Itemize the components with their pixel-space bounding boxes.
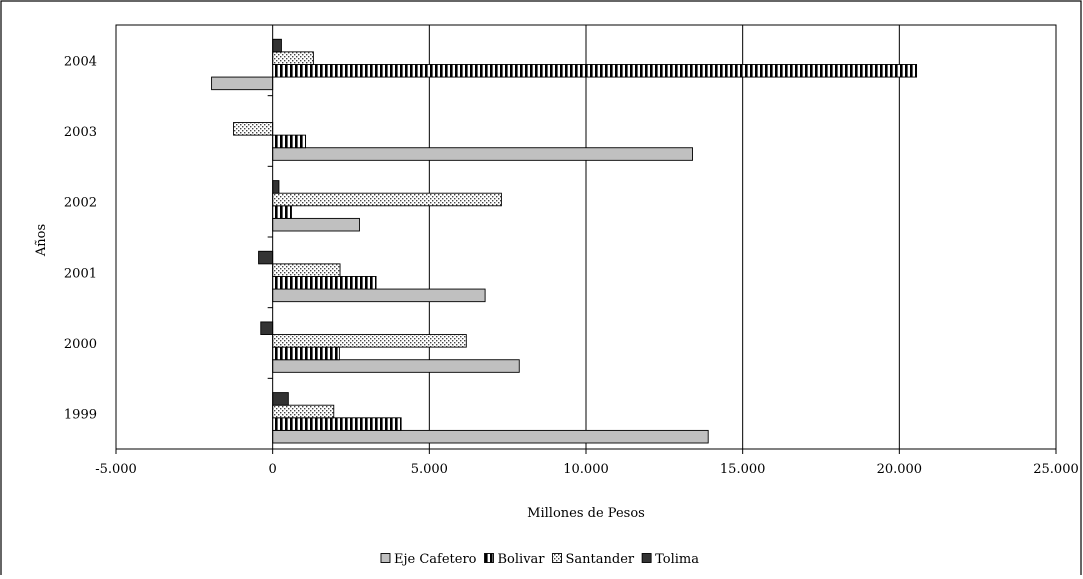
- y-tick-label: 2002: [64, 196, 97, 211]
- bar-santander-1999: [272, 404, 335, 419]
- x-tick-label: 20.000: [877, 462, 923, 477]
- bar-tolima-2001: [258, 250, 274, 265]
- x-tick-label: 25.000: [1033, 462, 1079, 477]
- bar-eje-cafetero-2004: [211, 76, 274, 91]
- x-tick-label: 15.000: [720, 462, 766, 477]
- bar-tolima-2000: [260, 321, 274, 335]
- legend: Eje Cafetero Bolivar Santander Tolima: [380, 552, 699, 567]
- bar-eje-cafetero-2001: [272, 288, 486, 303]
- x-tick-label: -5.000: [95, 462, 137, 477]
- y-tick-label: 2001: [64, 266, 97, 281]
- y-tick-label: 2003: [64, 125, 97, 140]
- legend-label: Bolivar: [498, 552, 546, 567]
- bar-santander-2000: [272, 334, 467, 348]
- x-tick-label: 0: [269, 462, 277, 477]
- bar-bolivar-2000: [272, 346, 340, 361]
- x-tick-label: 10.000: [563, 462, 609, 477]
- legend-label: Eje Cafetero: [394, 552, 477, 567]
- bar-bolivar-2002: [272, 205, 292, 219]
- legend-swatch-eje-cafetero: [380, 553, 391, 563]
- bar-santander-2004: [272, 51, 314, 65]
- bar-tolima-1999: [272, 392, 289, 406]
- y-tick-label: 2004: [64, 54, 97, 69]
- y-tick-label: 1999: [64, 408, 97, 423]
- bar-tolima-2002: [272, 180, 280, 194]
- bar-eje-cafetero-2000: [272, 359, 520, 373]
- bar-bolivar-1999: [272, 417, 402, 431]
- bar-eje-cafetero-2002: [272, 217, 360, 232]
- legend-swatch-santander: [552, 553, 562, 563]
- bar-santander-2002: [272, 192, 502, 207]
- bar-bolivar-2003: [272, 134, 307, 149]
- x-tick-label: 5.000: [411, 462, 448, 477]
- y-tick-label: 2000: [64, 337, 97, 352]
- legend-label: Tolima: [655, 552, 699, 567]
- x-axis-title: Millones de Pesos: [527, 506, 645, 521]
- y-axis-title: Años: [34, 224, 49, 257]
- bar-bolivar-2001: [272, 276, 377, 290]
- bar-santander-2003: [233, 122, 274, 136]
- bar-tolima-2004: [272, 38, 282, 53]
- legend-swatch-bolivar: [484, 553, 494, 563]
- bar-eje-cafetero-2003: [272, 147, 693, 161]
- bar-santander-2001: [272, 263, 341, 277]
- bar-bolivar-2004: [272, 64, 918, 78]
- legend-label: Santander: [566, 552, 635, 567]
- bar-eje-cafetero-1999: [272, 429, 709, 444]
- legend-swatch-tolima: [641, 553, 652, 563]
